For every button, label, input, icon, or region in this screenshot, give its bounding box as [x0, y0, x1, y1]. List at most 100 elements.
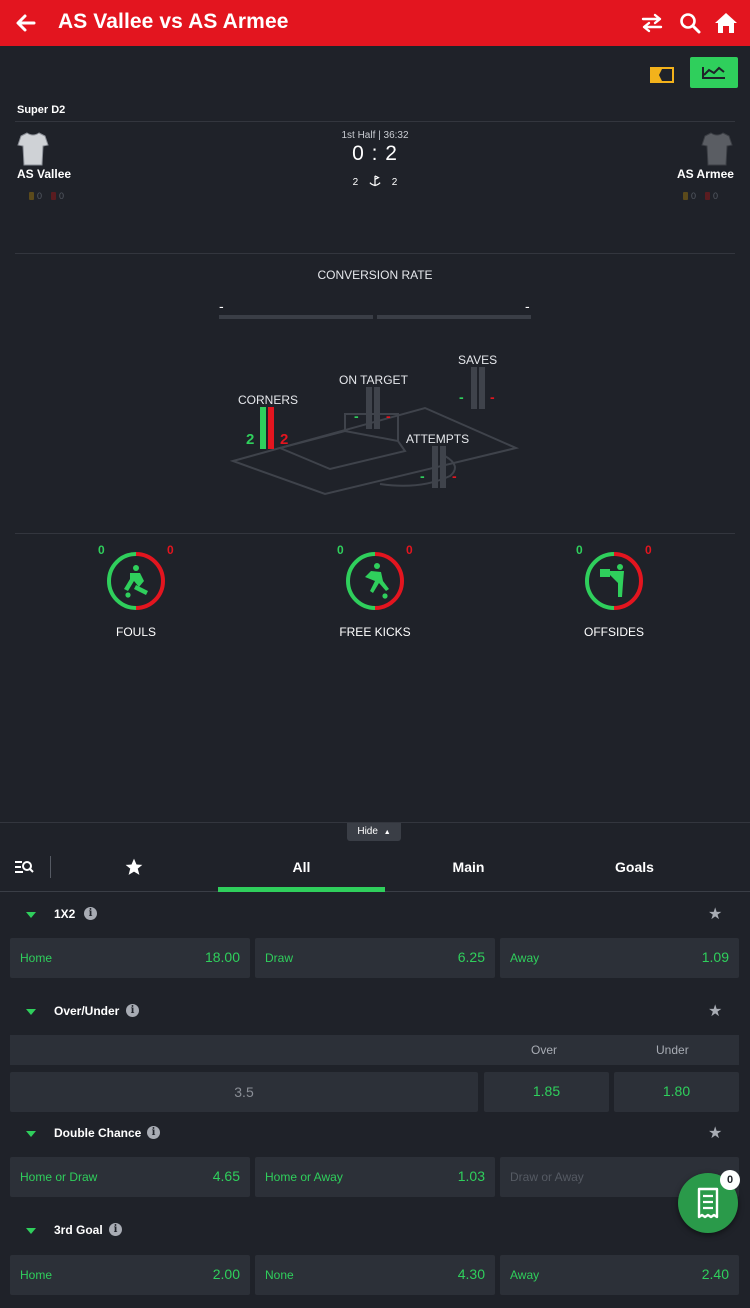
filter-search-icon[interactable]	[14, 859, 34, 875]
odd-value: 1.03	[457, 1168, 485, 1184]
odd-label: None	[265, 1268, 294, 1282]
corners-label: CORNERS	[238, 393, 299, 407]
collapse-arrow-icon[interactable]	[26, 912, 36, 918]
chevron-up-icon: ▲	[383, 829, 391, 836]
yellow-card-icon	[29, 192, 34, 200]
betslip-count-badge: 0	[720, 1170, 740, 1190]
fouls-label: FOULS	[115, 625, 156, 639]
info-icon[interactable]: i	[147, 1126, 160, 1139]
home-conversion-bar	[219, 315, 373, 319]
home-free-kicks-value: 0	[337, 543, 344, 557]
attempts-label: ATTEMPTS	[406, 432, 470, 446]
red-card-icon	[51, 192, 57, 200]
home-conversion: -	[219, 298, 224, 314]
markets-panel: All Main Goals 1X2 i ★ Home 18.00 Draw 6…	[0, 822, 750, 1308]
away-cards: 0 0	[683, 191, 718, 201]
star-icon[interactable]: ★	[708, 906, 723, 923]
away-attempts-bar	[440, 446, 446, 488]
odd-label: Away	[510, 1268, 540, 1282]
free-kicks-label: FREE KICKS	[339, 625, 411, 639]
away-red-count: 0	[713, 191, 719, 201]
over-under-line: 3.5	[10, 1072, 478, 1112]
away-offsides-value: 0	[645, 543, 652, 557]
home-red-count: 0	[59, 191, 65, 201]
live-stream-icon[interactable]	[650, 67, 674, 83]
away-yellow-count: 0	[691, 191, 697, 201]
market-name: Double Chance	[54, 1126, 142, 1140]
collapse-arrow-icon[interactable]	[26, 1228, 36, 1234]
away-on-target-bar	[374, 387, 380, 429]
odd-value: 2.00	[212, 1266, 240, 1282]
odd-home-or-draw[interactable]: Home or Draw 4.65	[10, 1157, 250, 1197]
page-title: AS Vallee vs AS Armee	[58, 10, 289, 33]
favorites-star-icon[interactable]	[124, 857, 144, 877]
home-on-target-bar	[366, 387, 372, 429]
odd-draw[interactable]: Draw 6.25	[255, 938, 495, 978]
odd-value: 1.80	[662, 1083, 691, 1099]
home-icon[interactable]	[714, 11, 738, 35]
active-tab-indicator	[218, 887, 385, 892]
collapse-arrow-icon[interactable]	[26, 1131, 36, 1137]
info-icon[interactable]: i	[84, 907, 97, 920]
corner-flag-icon	[369, 175, 381, 187]
market-name: 3rd Goal	[54, 1223, 103, 1237]
conversion-rate-title: CONVERSION RATE	[317, 268, 433, 282]
away-shirt-icon	[701, 132, 733, 166]
odd-away[interactable]: Away 2.40	[500, 1255, 739, 1295]
home-on-target-value: -	[354, 408, 359, 424]
odd-home[interactable]: Home 2.00	[10, 1255, 250, 1295]
star-icon[interactable]: ★	[708, 1003, 723, 1020]
odd-value: 6.25	[457, 949, 485, 965]
star-icon[interactable]: ★	[708, 1125, 723, 1142]
odd-home[interactable]: Home 18.00	[10, 938, 250, 978]
top-app-bar: AS Vallee vs AS Armee	[0, 0, 750, 46]
home-corners: 2	[352, 177, 359, 188]
info-icon[interactable]: i	[126, 1004, 139, 1017]
hide-label: Hide	[357, 826, 378, 837]
odd-label: Draw or Away	[510, 1170, 584, 1184]
swap-icon[interactable]	[640, 11, 664, 35]
info-icon[interactable]: i	[109, 1223, 122, 1236]
away-free-kicks-value: 0	[406, 543, 413, 557]
market-header-1x2[interactable]: 1X2 i ★	[0, 901, 750, 931]
over-header: Over	[531, 1043, 558, 1057]
tab-main[interactable]: Main	[452, 859, 485, 875]
free-kicks-ring	[346, 552, 404, 610]
home-attempts-bar	[432, 446, 438, 488]
odd-value: 1.85	[532, 1083, 561, 1099]
odd-label: Home	[20, 951, 53, 965]
home-attempts-value: -	[420, 468, 425, 484]
market-header-3rd-goal[interactable]: 3rd Goal i	[0, 1217, 750, 1247]
red-card-icon	[705, 192, 711, 200]
stats-button[interactable]	[690, 57, 738, 88]
home-yellow-count: 0	[37, 191, 43, 201]
market-header-double-chance[interactable]: Double Chance i ★	[0, 1120, 750, 1150]
match-tracker: Super D2 AS Vallee 0 0 AS Armee 0 0 1st …	[0, 46, 750, 822]
home-shirt-icon	[17, 132, 49, 166]
divider	[15, 121, 735, 122]
fouls-ring	[107, 552, 165, 610]
tab-all[interactable]: All	[292, 859, 311, 875]
corner-count: 2 2	[0, 175, 750, 188]
odd-under[interactable]: 1.80	[614, 1072, 739, 1112]
back-arrow-icon[interactable]	[12, 9, 40, 37]
betslip-receipt-icon	[697, 1187, 719, 1219]
away-conversion-bar	[377, 315, 531, 319]
home-fouls-value: 0	[98, 543, 105, 557]
tab-goals[interactable]: Goals	[615, 859, 654, 875]
odd-value: 1.09	[701, 949, 729, 965]
odd-none[interactable]: None 4.30	[255, 1255, 495, 1295]
odd-home-or-away[interactable]: Home or Away 1.03	[255, 1157, 495, 1197]
market-header-over-under[interactable]: Over/Under i ★	[0, 998, 750, 1028]
collapse-arrow-icon[interactable]	[26, 1009, 36, 1015]
home-saves-bar	[471, 367, 477, 409]
away-corners-bar	[268, 407, 274, 449]
search-icon[interactable]	[678, 11, 702, 35]
home-corners-value: 2	[246, 431, 255, 448]
saves-label: SAVES	[458, 353, 498, 367]
odd-away[interactable]: Away 1.09	[500, 938, 739, 978]
hide-tracker-button[interactable]: Hide ▲	[347, 823, 401, 841]
home-corners-bar	[260, 407, 266, 449]
odd-value: 4.30	[457, 1266, 485, 1282]
odd-over[interactable]: 1.85	[484, 1072, 609, 1112]
